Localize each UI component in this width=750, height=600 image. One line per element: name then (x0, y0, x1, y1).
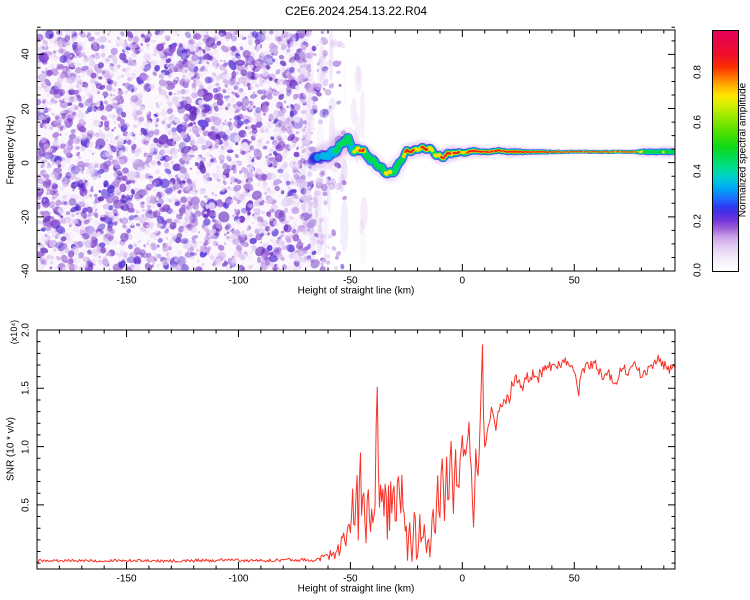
top-x-tick-label: -150 (116, 275, 137, 287)
colorbar-tick-label: 0.2 (692, 213, 704, 228)
top-plot-xlabel: Height of straight line (km) (297, 285, 415, 297)
bottom-x-tick-label: 0 (459, 573, 466, 585)
colorbar-tick-label: 0.0 (692, 263, 704, 277)
colorbar-gradient (712, 30, 739, 272)
top-x-tick-label: 0 (459, 275, 466, 287)
bottom-y-tick-label: 1.0 (20, 439, 32, 454)
top-y-tick-label: 20 (20, 102, 32, 115)
bottom-plot-ylabel-scale: (x10⁴) (9, 319, 19, 345)
top-x-tick-label: 50 (568, 275, 580, 287)
bottom-y-tick-label: 0.5 (20, 497, 32, 512)
top-y-tick-label: 40 (20, 48, 32, 60)
bottom-x-tick-label: 50 (568, 573, 580, 585)
colorbar-title: Normalized spectral amplitude (737, 82, 749, 218)
top-y-tick-label: -20 (20, 209, 32, 225)
bottom-x-tick-label: -50 (343, 573, 358, 585)
top-y-tick-label: -40 (20, 263, 32, 279)
bottom-plot-ylabel: SNR (10 * v/v) (5, 417, 17, 481)
colorbar-tick-label: 0.4 (692, 164, 704, 178)
top-y-tick-label: 0 (20, 159, 32, 166)
figure-title: C2E6.2024.254.13.22.R04 (284, 4, 428, 18)
bottom-plot-xlabel: Height of straight line (km) (297, 583, 415, 595)
top-plot-ylabel: Frequency (Hz) (5, 115, 17, 185)
bottom-y-tick-label: 2.0 (20, 323, 32, 337)
top-x-tick-label: -50 (343, 275, 358, 287)
bottom-y-tick-label: 1.5 (20, 381, 32, 396)
bottom-x-tick-label: -100 (228, 573, 249, 585)
bottom-x-tick-label: -150 (116, 573, 137, 585)
top-x-tick-label: -100 (228, 275, 249, 287)
colorbar-tick-label: 0.6 (692, 114, 704, 129)
colorbar-tick-label: 0.8 (692, 65, 704, 79)
